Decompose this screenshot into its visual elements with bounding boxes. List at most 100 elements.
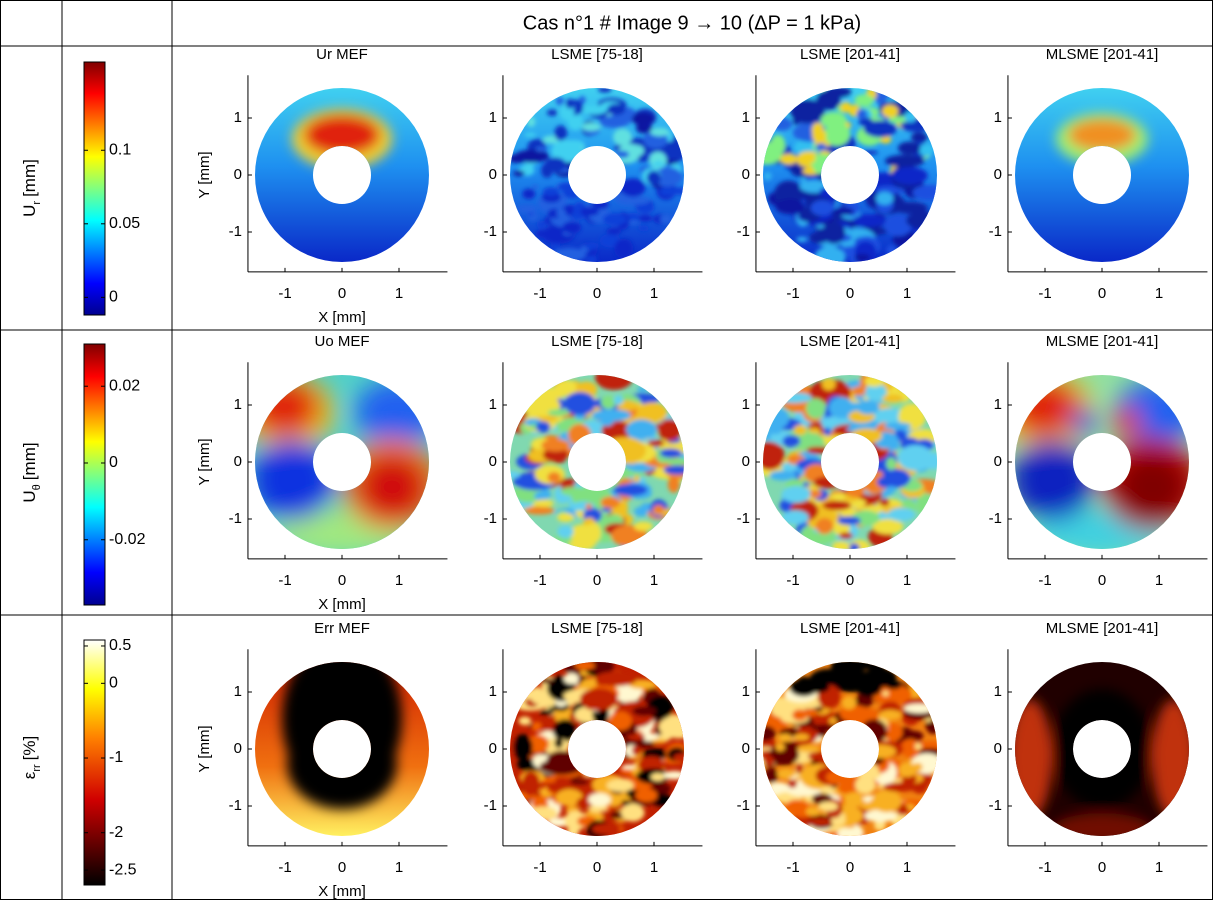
- field-patch: [628, 220, 639, 225]
- field-patch: [812, 385, 826, 396]
- row-label-unit: [mm]: [20, 442, 39, 480]
- x-tick-label: -1: [533, 572, 546, 589]
- field-patch: [529, 806, 558, 821]
- field-layer: [763, 662, 937, 836]
- field-patch: [287, 719, 397, 809]
- field-patch: [806, 489, 822, 499]
- annulus-field: [1015, 375, 1189, 549]
- field-patch: [763, 725, 776, 741]
- field-patch: [555, 789, 583, 807]
- y-tick-label: -1: [484, 797, 497, 814]
- field-patch: [792, 709, 808, 721]
- y-tick-label: 0: [994, 453, 1002, 470]
- field-patch: [612, 128, 632, 146]
- panel-title: Ur MEF: [316, 46, 368, 63]
- field-patch: [893, 201, 928, 214]
- field-patch: [617, 401, 640, 411]
- field-patch: [621, 803, 645, 822]
- field-patch: [1113, 408, 1141, 436]
- y-tick-label: 1: [234, 109, 242, 126]
- field-patch: [879, 498, 890, 507]
- annulus-field: [1015, 662, 1189, 836]
- field-patch: [521, 771, 540, 796]
- field-patch: [1052, 813, 1152, 836]
- field-patch: [659, 715, 684, 739]
- field-patch: [631, 112, 655, 126]
- field-patch: [654, 783, 671, 795]
- field-patch: [825, 770, 851, 785]
- x-tick-label: 1: [650, 572, 658, 589]
- annulus-field: [510, 662, 684, 836]
- field-patch: [864, 375, 884, 387]
- field-patch: [820, 112, 847, 129]
- field-patch: [855, 775, 876, 795]
- field-patch: [900, 738, 921, 758]
- field-patch: [513, 170, 525, 177]
- y-tick-label: 1: [742, 683, 750, 700]
- field-patch: [635, 788, 658, 803]
- row-label-sub: rr: [31, 764, 43, 772]
- panel-title: Uo MEF: [314, 333, 369, 350]
- field-patch: [822, 221, 846, 244]
- x-tick-label: 1: [395, 572, 403, 589]
- x-tick-label: 1: [1155, 859, 1163, 876]
- field-patch: [888, 507, 916, 522]
- panel-title: MLSME [201-41]: [1046, 620, 1159, 637]
- field-patch: [886, 244, 897, 256]
- row-label-main: U: [20, 490, 39, 502]
- field-layer: [292, 109, 392, 169]
- field-patch: [633, 475, 640, 484]
- field-patch: [763, 171, 772, 181]
- y-tick-label: 0: [489, 166, 497, 183]
- field-patch: [530, 686, 544, 704]
- y-tick-label: 0: [994, 740, 1002, 757]
- field-patch: [535, 146, 546, 152]
- panel-title: LSME [201-41]: [800, 333, 900, 350]
- field-patch: [823, 427, 832, 436]
- field-patch: [659, 448, 682, 458]
- field-layer: [763, 375, 937, 549]
- x-tick-label: 1: [650, 285, 658, 302]
- field-patch: [650, 773, 665, 782]
- field-patch: [573, 201, 586, 220]
- panel-title: LSME [75-18]: [551, 333, 643, 350]
- panel-title: LSME [75-18]: [551, 46, 643, 63]
- field-patch: [879, 135, 892, 144]
- field-patch: [810, 200, 834, 216]
- field-patch: [651, 738, 668, 744]
- field-patch: [906, 211, 937, 230]
- field-patch: [580, 104, 608, 115]
- field-patch: [814, 706, 824, 712]
- field-patch: [862, 150, 879, 155]
- panel-title: LSME [201-41]: [800, 620, 900, 637]
- field-patch: [554, 737, 564, 749]
- field-patch: [1015, 440, 1094, 520]
- field-patch: [555, 97, 565, 105]
- field-patch: [569, 779, 589, 785]
- field-patch: [852, 826, 864, 836]
- field-patch: [602, 436, 647, 464]
- field-patch: [636, 402, 668, 423]
- field-patch: [606, 779, 634, 792]
- field-patch: [795, 763, 804, 774]
- field-patch: [626, 789, 639, 798]
- field-patch: [564, 391, 596, 416]
- field-patch: [540, 678, 553, 684]
- y-tick-label: 0: [234, 740, 242, 757]
- y-tick-label: 0: [489, 453, 497, 470]
- colorbar-tick-label: -1: [109, 749, 123, 766]
- field-patch: [782, 435, 801, 448]
- field-patch: [852, 214, 887, 227]
- y-axis-label: Y [mm]: [196, 725, 213, 772]
- y-tick-label: -1: [989, 510, 1002, 527]
- field-patch: [835, 676, 861, 686]
- y-tick-label: -1: [229, 223, 242, 240]
- x-tick-label: 1: [903, 572, 911, 589]
- y-tick-label: 0: [994, 166, 1002, 183]
- field-patch: [546, 750, 576, 772]
- field-patch: [912, 184, 937, 201]
- colorbar-tick-label: 0: [109, 289, 118, 306]
- field-patch: [866, 486, 881, 494]
- field-patch: [884, 154, 925, 168]
- field-patch: [539, 709, 554, 716]
